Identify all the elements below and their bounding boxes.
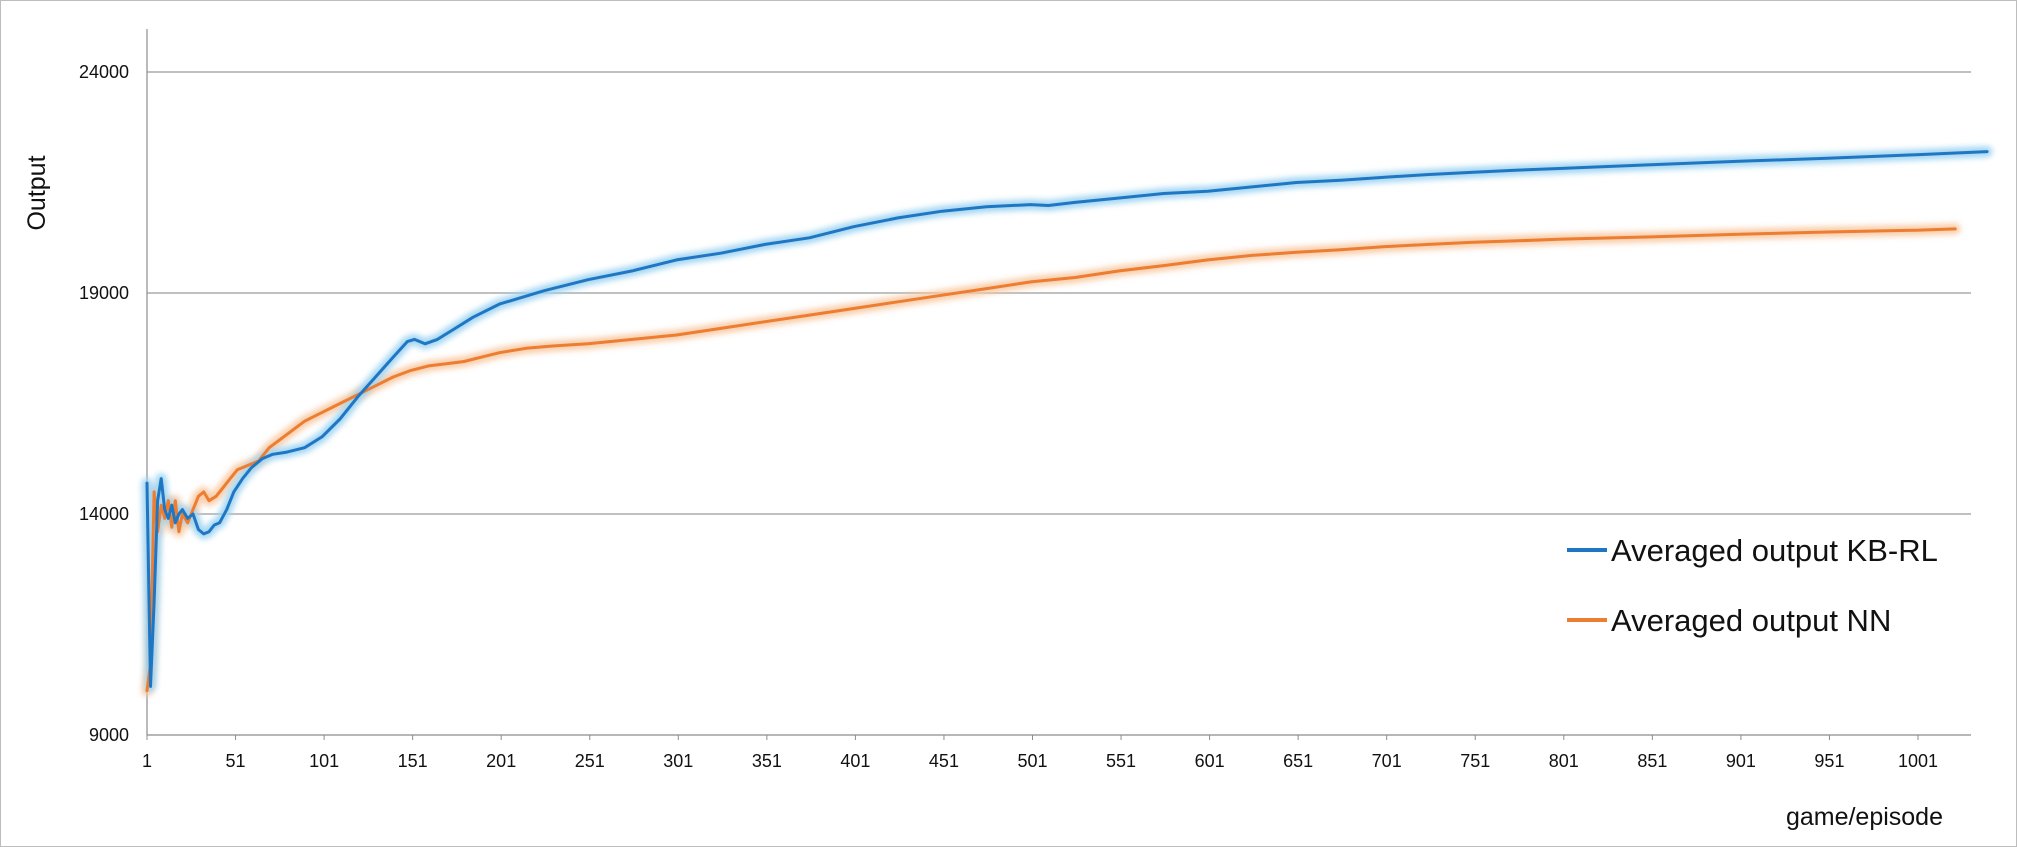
x-tick-label: 651 bbox=[1283, 751, 1313, 771]
legend-label-kb-rl: Averaged output KB-RL bbox=[1611, 533, 1938, 568]
x-tick-label: 351 bbox=[752, 751, 782, 771]
x-tick-label: 751 bbox=[1460, 751, 1490, 771]
y-tick-label: 9000 bbox=[89, 725, 129, 745]
x-tick-label: 101 bbox=[309, 751, 339, 771]
y-tick-label: 24000 bbox=[79, 62, 129, 82]
series-line-kb-rl bbox=[145, 150, 1989, 688]
x-tick-label: 501 bbox=[1017, 751, 1047, 771]
x-tick-label: 401 bbox=[840, 751, 870, 771]
x-tick-label: 451 bbox=[929, 751, 959, 771]
x-tick-label: 1 bbox=[142, 751, 152, 771]
x-tick-label: 301 bbox=[663, 751, 693, 771]
y-axis-title: Output bbox=[23, 155, 51, 230]
y-tick-label: 19000 bbox=[79, 283, 129, 303]
legend: Averaged output KB-RL Averaged output NN bbox=[1567, 533, 1938, 638]
y-tick-label: 14000 bbox=[79, 504, 129, 524]
grid-layer bbox=[147, 71, 1971, 515]
x-tick-label: 201 bbox=[486, 751, 516, 771]
x-axis-title: game/episode bbox=[1786, 803, 1943, 831]
x-tick-label: 151 bbox=[398, 751, 428, 771]
legend-label-nn: Averaged output NN bbox=[1611, 603, 1891, 638]
series-layer bbox=[141, 146, 1993, 697]
x-tick-label: 251 bbox=[575, 751, 605, 771]
x-tick-label: 901 bbox=[1726, 751, 1756, 771]
x-tick-label: 551 bbox=[1106, 751, 1136, 771]
x-tick-label: 801 bbox=[1549, 751, 1579, 771]
x-tick-label: 51 bbox=[226, 751, 246, 771]
x-tick-label: 851 bbox=[1637, 751, 1667, 771]
x-tick-label: 701 bbox=[1372, 751, 1402, 771]
x-tick-label: 1001 bbox=[1898, 751, 1938, 771]
x-tick-label: 601 bbox=[1195, 751, 1225, 771]
series-line-nn bbox=[145, 227, 1957, 693]
x-tick-label: 951 bbox=[1814, 751, 1844, 771]
